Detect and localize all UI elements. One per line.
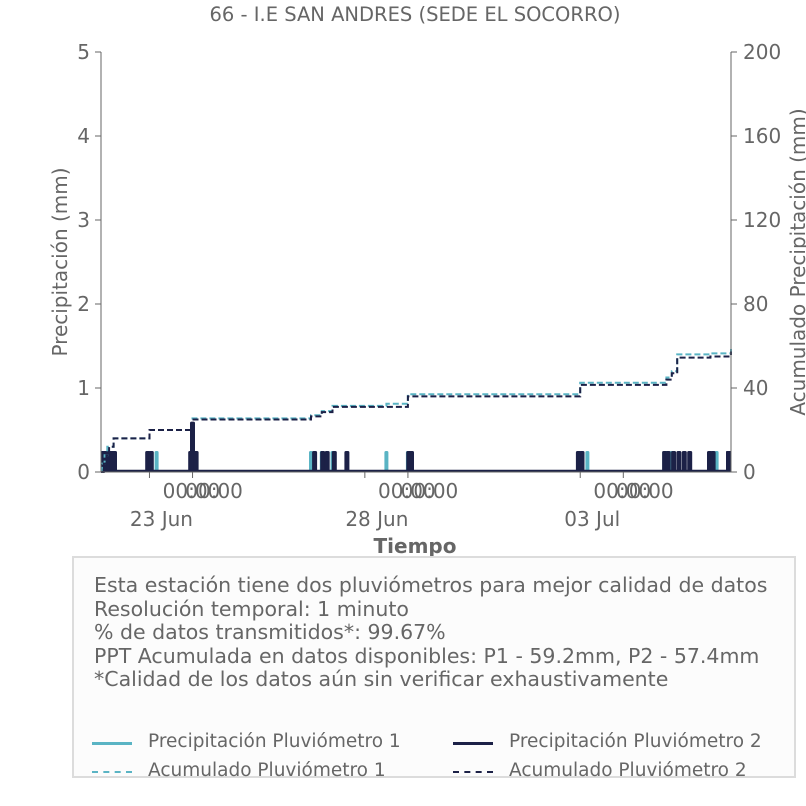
x-tick-label-date: 23 Jun [130, 507, 193, 531]
legend-label-p2-precip: Precipitación Pluviómetro 2 [509, 731, 762, 752]
precip-bar [324, 451, 330, 472]
precip-bar [309, 451, 313, 472]
precip-bar [409, 451, 414, 472]
x-tick-label-time: 00:00 [616, 479, 674, 503]
left-axis-ticks: 0 1 2 3 4 5 [77, 40, 101, 484]
right-axis-ticks: 0 40 80 120 160 200 [731, 40, 781, 484]
y-axis-label-right: Acumulado Precipitación (mm) [786, 108, 806, 415]
x-tick-label-time: 00:00 [401, 479, 459, 503]
legend-swatch-p1-accum [92, 771, 132, 773]
x-axis-label: Tiempo [374, 534, 457, 556]
precipitation-bars [101, 421, 731, 473]
precip-bar [726, 451, 731, 472]
precip-bar [331, 451, 337, 472]
info-line-quality-note: *Calidad de los datos aún sin verificar … [94, 667, 669, 691]
accumulated-lines [100, 347, 732, 473]
rainfall-chart: 66 - I.E SAN ANDRES (SEDE EL SOCORRO) 0 1… [48, 3, 806, 556]
precip-bar [585, 451, 590, 472]
precip-bar [193, 451, 199, 472]
precip-bar [681, 451, 687, 472]
right-tick-label: 0 [743, 460, 756, 484]
legend-swatch-p2-accum [453, 771, 493, 773]
legend-swatch-p1-precip [92, 742, 132, 745]
precip-bar [148, 451, 154, 472]
left-tick-label: 2 [77, 292, 90, 316]
precip-bar [665, 451, 671, 472]
accum-line-p2 [101, 351, 732, 473]
x-tick-label-time: 00:00 [185, 479, 243, 503]
precip-bar [384, 451, 389, 472]
right-tick-label: 200 [743, 40, 781, 64]
info-line-two-gauges: Esta estación tiene dos pluviómetros par… [94, 573, 768, 597]
precip-bar [579, 451, 585, 472]
precip-bar [112, 451, 117, 472]
right-tick-label: 160 [743, 124, 781, 148]
left-tick-label: 4 [77, 124, 90, 148]
precip-bar [710, 451, 716, 472]
precip-bar [312, 451, 318, 472]
legend-label-p2-accum: Acumulado Pluviómetro 2 [509, 760, 747, 781]
info-line-accumulated: PPT Acumulada en datos disponibles: P1 -… [94, 643, 760, 668]
x-tick-label-time: 00:00 [593, 479, 651, 503]
legend-swatch-p2-precip [453, 742, 493, 745]
left-tick-label: 1 [77, 376, 90, 400]
precip-bar [344, 451, 350, 472]
info-panel: Esta estación tiene dos pluviómetros par… [72, 556, 796, 781]
legend-label-p1-accum: Acumulado Pluviómetro 1 [148, 760, 386, 781]
chart-title: 66 - I.E SAN ANDRES (SEDE EL SOCORRO) [210, 3, 621, 26]
precip-bar [687, 451, 693, 472]
right-tick-label: 40 [743, 376, 768, 400]
right-tick-label: 80 [743, 292, 768, 316]
precip-bar [676, 451, 682, 472]
x-tick-label-time: 00:00 [163, 479, 221, 503]
x-tick-label-date: 28 Jun [345, 507, 408, 531]
precip-bar [320, 451, 326, 472]
precip-bar [154, 451, 159, 472]
y-axis-label-left: Precipitación (mm) [48, 167, 72, 356]
legend-label-p1-precip: Precipitación Pluviómetro 1 [148, 731, 401, 752]
right-tick-label: 120 [743, 208, 781, 232]
info-line-resolution: Resolución temporal: 1 minuto [94, 596, 409, 621]
x-tick-label-date: 03 Jul [564, 507, 620, 531]
left-tick-label: 3 [77, 208, 90, 232]
info-line-transmitted: % de datos transmitidos*: 99.67% [94, 620, 446, 644]
x-tick-label-time: 00:00 [378, 479, 436, 503]
info-text: Esta estación tiene dos pluviómetros par… [94, 573, 768, 692]
precip-bar [671, 451, 677, 472]
left-tick-label: 5 [77, 40, 90, 64]
left-tick-label: 0 [77, 460, 90, 484]
